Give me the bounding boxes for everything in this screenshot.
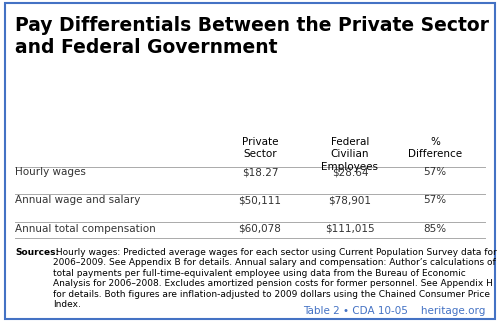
Text: Federal
Civilian
Employees: Federal Civilian Employees	[322, 137, 378, 172]
Text: Hourly wages: Hourly wages	[15, 167, 86, 177]
Text: Sources:: Sources:	[15, 248, 59, 257]
Text: Annual total compensation: Annual total compensation	[15, 223, 156, 234]
Text: $50,111: $50,111	[238, 195, 282, 205]
Text: Private
Sector: Private Sector	[242, 137, 278, 159]
Text: $60,078: $60,078	[238, 223, 282, 234]
Text: %
Difference: % Difference	[408, 137, 462, 159]
Text: $28.64: $28.64	[332, 167, 368, 177]
Text: Pay Differentials Between the Private Sector
and Federal Government: Pay Differentials Between the Private Se…	[15, 16, 489, 57]
Text: Annual wage and salary: Annual wage and salary	[15, 195, 140, 205]
Text: $78,901: $78,901	[328, 195, 372, 205]
Text: 85%: 85%	[424, 223, 446, 234]
Text: 57%: 57%	[424, 167, 446, 177]
Text: $18.27: $18.27	[242, 167, 278, 177]
Text: $111,015: $111,015	[325, 223, 375, 234]
Text: 57%: 57%	[424, 195, 446, 205]
Text: Hourly wages: Predicted average wages for each sector using Current Population S: Hourly wages: Predicted average wages fo…	[53, 248, 497, 309]
Text: Table 2 • CDA 10-05    heritage.org: Table 2 • CDA 10-05 heritage.org	[302, 306, 485, 316]
